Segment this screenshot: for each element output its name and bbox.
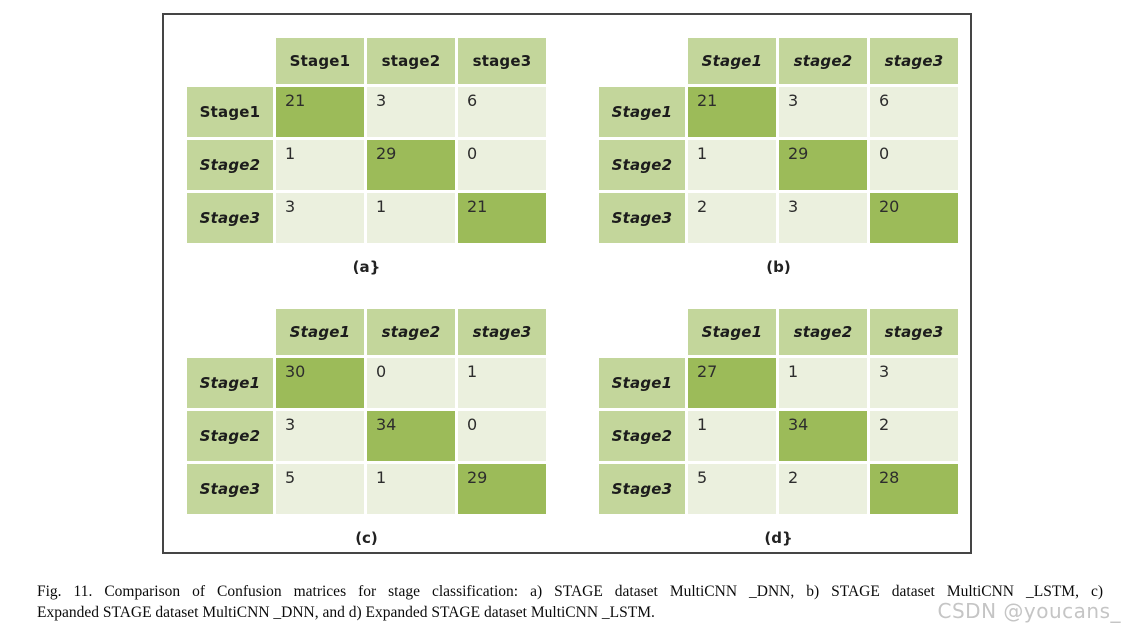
figure-caption: Fig. 11. Comparison of Confusion matrice…: [37, 581, 1103, 623]
col-header: stage2: [779, 38, 867, 84]
matrix-cell: 28: [870, 464, 958, 514]
matrix-b-table: Stage1 stage2 stage3 Stage1 21 3 6 Stage…: [599, 38, 958, 243]
matrix-cell: 1: [688, 411, 776, 461]
row-header: Stage2: [599, 140, 685, 190]
row-header: Stage2: [187, 140, 273, 190]
matrix-cell: 3: [779, 193, 867, 243]
matrix-cell: 0: [458, 411, 546, 461]
row-header: Stage3: [187, 464, 273, 514]
matrix-cell: 3: [367, 87, 455, 137]
matrix-cell: 1: [458, 358, 546, 408]
corner-cell: [599, 38, 685, 84]
matrix-cell: 2: [870, 411, 958, 461]
row-header: Stage2: [187, 411, 273, 461]
matrix-cell: 3: [276, 411, 364, 461]
matrix-cell: 20: [870, 193, 958, 243]
matrix-cell: 5: [276, 464, 364, 514]
row-header: Stage1: [187, 87, 273, 137]
matrix-cell: 29: [367, 140, 455, 190]
matrix-cell: 0: [870, 140, 958, 190]
matrix-cell: 1: [276, 140, 364, 190]
matrix-cell: 3: [779, 87, 867, 137]
col-header: stage3: [870, 38, 958, 84]
confusion-matrix-c: Stage1 stage2 stage3 Stage1 30 0 1 Stage…: [187, 309, 546, 547]
col-header: stage2: [779, 309, 867, 355]
col-header: stage2: [367, 38, 455, 84]
col-header: Stage1: [688, 38, 776, 84]
matrix-cell: 29: [779, 140, 867, 190]
matrix-cell: 3: [870, 358, 958, 408]
matrix-cell: 0: [458, 140, 546, 190]
row-header: Stage1: [599, 358, 685, 408]
matrix-cell: 6: [458, 87, 546, 137]
col-header: stage3: [458, 38, 546, 84]
matrix-cell: 21: [458, 193, 546, 243]
row-header: Stage3: [599, 193, 685, 243]
matrix-cell: 1: [367, 193, 455, 243]
subfigure-label-d: (d}: [764, 529, 793, 547]
subfigure-label-b: (b): [766, 258, 791, 276]
matrix-cell: 29: [458, 464, 546, 514]
col-header: Stage1: [276, 38, 364, 84]
subfigure-label-a: (a}: [352, 258, 381, 276]
matrix-cell: 6: [870, 87, 958, 137]
row-header: Stage1: [599, 87, 685, 137]
col-header: stage2: [367, 309, 455, 355]
caption-line-1: Fig. 11. Comparison of Confusion matrice…: [37, 583, 1103, 600]
corner-cell: [187, 38, 273, 84]
matrix-cell: 1: [367, 464, 455, 514]
matrix-cell: 34: [779, 411, 867, 461]
row-header: Stage3: [187, 193, 273, 243]
confusion-matrix-a: Stage1 stage2 stage3 Stage1 21 3 6 Stage…: [187, 38, 546, 276]
matrix-cell: 3: [276, 193, 364, 243]
matrix-cell: 2: [688, 193, 776, 243]
row-header: Stage1: [187, 358, 273, 408]
matrix-cell: 21: [688, 87, 776, 137]
subfigure-label-c: (c): [355, 529, 378, 547]
matrix-a-table: Stage1 stage2 stage3 Stage1 21 3 6 Stage…: [187, 38, 546, 243]
matrix-cell: 30: [276, 358, 364, 408]
row-header: Stage2: [599, 411, 685, 461]
csdn-watermark: CSDN @youcans_: [937, 599, 1121, 623]
confusion-matrix-d: Stage1 stage2 stage3 Stage1 27 1 3 Stage…: [599, 309, 958, 547]
matrix-cell: 0: [367, 358, 455, 408]
col-header: stage3: [870, 309, 958, 355]
row-header: Stage3: [599, 464, 685, 514]
corner-cell: [599, 309, 685, 355]
confusion-matrix-b: Stage1 stage2 stage3 Stage1 21 3 6 Stage…: [599, 38, 958, 276]
corner-cell: [187, 309, 273, 355]
matrix-cell: 21: [276, 87, 364, 137]
caption-line-2: Expanded STAGE dataset MultiCNN _DNN, an…: [37, 604, 655, 621]
matrix-cell: 2: [779, 464, 867, 514]
col-header: Stage1: [688, 309, 776, 355]
matrix-cell: 27: [688, 358, 776, 408]
col-header: Stage1: [276, 309, 364, 355]
matrix-cell: 1: [779, 358, 867, 408]
matrix-d-table: Stage1 stage2 stage3 Stage1 27 1 3 Stage…: [599, 309, 958, 514]
matrix-cell: 34: [367, 411, 455, 461]
matrix-cell: 1: [688, 140, 776, 190]
figure-11-panel: Stage1 stage2 stage3 Stage1 21 3 6 Stage…: [162, 13, 972, 554]
matrix-c-table: Stage1 stage2 stage3 Stage1 30 0 1 Stage…: [187, 309, 546, 514]
matrix-cell: 5: [688, 464, 776, 514]
col-header: stage3: [458, 309, 546, 355]
